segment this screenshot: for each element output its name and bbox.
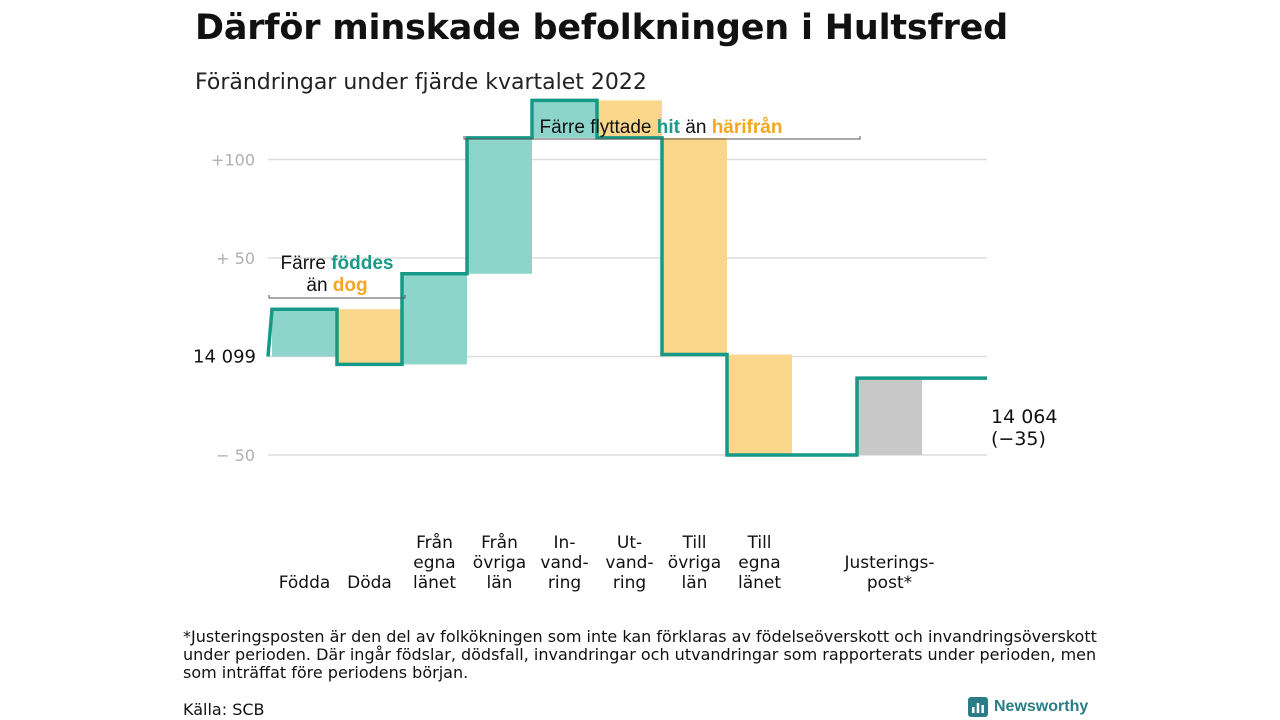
bar <box>402 273 467 365</box>
migration-annotation: Färre flyttade hit än härifrån <box>540 117 783 138</box>
category-label: Från egna länet <box>413 532 456 593</box>
source-label: Källa: SCB <box>183 700 265 719</box>
end-value-label: 14 064 <box>991 406 1057 428</box>
newsworthy-logo-icon <box>968 697 988 717</box>
category-label: Till egna länet <box>738 533 781 593</box>
births-deaths-bracket <box>268 295 406 299</box>
waterfall-chart: +100 + 50 − 50 Födda Döda Från egna länet Från öv… <box>193 98 1057 593</box>
category-label: Ut-vand-ring <box>605 533 653 593</box>
brand-name: Newsworthy <box>994 698 1089 715</box>
brand[interactable]: Newsworthy <box>968 697 1088 717</box>
births-deaths-annotation: Färre föddes <box>281 253 394 274</box>
category-label: Döda <box>347 573 392 593</box>
footnote: *Justeringsposten är den del av folkökni… <box>183 627 1097 682</box>
category-label: In-vand-ring <box>540 533 588 593</box>
category-label: Justerings-post* <box>843 553 934 593</box>
bar <box>532 100 597 138</box>
category-label: Till övriga län <box>668 533 721 593</box>
category-label: Födda <box>279 573 331 593</box>
start-value-label: 14 099 <box>193 347 256 368</box>
chart-title: Därför minskade befolkningen i Hultsfred <box>195 8 1009 48</box>
y-tick-label: +100 <box>211 151 255 170</box>
bar <box>857 378 922 455</box>
cumulative-step-line <box>266 98 987 457</box>
bar <box>467 137 532 274</box>
bar <box>272 309 337 357</box>
bar <box>337 309 402 365</box>
bar <box>597 100 662 138</box>
migration-bracket <box>463 136 861 140</box>
y-tick-label: + 50 <box>216 249 255 268</box>
end-change-label: (−35) <box>991 428 1046 450</box>
category-label: Från övriga län <box>473 532 526 593</box>
bar <box>662 137 727 355</box>
bar <box>727 354 792 455</box>
births-deaths-annotation-line2: än dog <box>306 275 367 296</box>
y-tick-label: − 50 <box>216 446 255 465</box>
chart-subtitle: Förändringar under fjärde kvartalet 2022 <box>195 70 647 95</box>
